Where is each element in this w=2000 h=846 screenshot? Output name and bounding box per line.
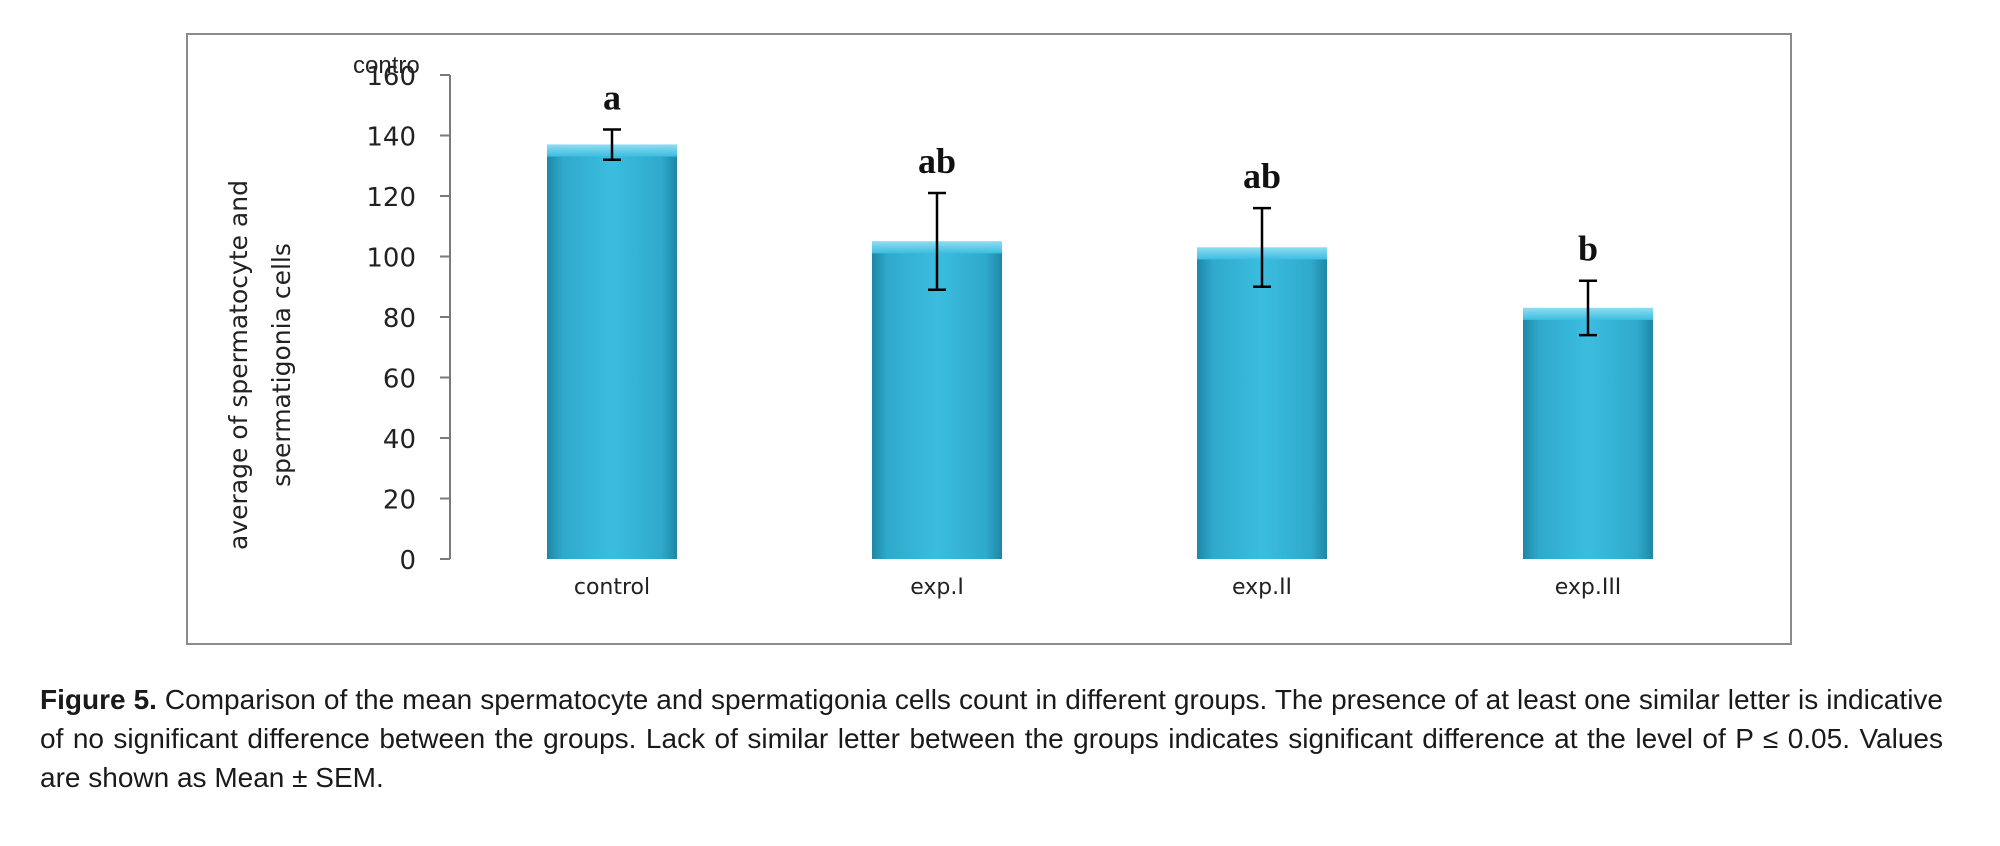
y-tick-label: 60 <box>383 365 416 395</box>
error-bars <box>603 128 1597 337</box>
figure-caption: Figure 5. Comparison of the mean spermat… <box>40 680 1943 797</box>
y-tick-label: 120 <box>366 183 416 213</box>
y-tick-label: 160 <box>366 62 416 92</box>
significance-letter: b <box>1578 229 1598 269</box>
bar-exp-i <box>872 241 1002 559</box>
y-tick-label: 40 <box>383 425 416 455</box>
caption-text: Comparison of the mean spermatocyte and … <box>40 684 1943 793</box>
bar-exp-iii <box>1523 307 1653 559</box>
y-axis: 0 20 40 60 80 100 120 140 160 <box>366 62 451 576</box>
stray-label: contro <box>353 52 420 79</box>
bars <box>547 144 1653 560</box>
y-axis-title-line: average of spermatocyte and <box>224 180 253 550</box>
significance-letter: ab <box>918 141 956 181</box>
y-tick-label: 100 <box>366 244 416 274</box>
bar-chart: 0 20 40 60 80 100 120 140 160 a ab ab b control exp.… <box>224 52 1653 600</box>
bar-exp-ii <box>1197 247 1327 560</box>
caption-label: Figure 5. <box>40 684 157 715</box>
y-axis-title-line: spermatigonia cells <box>267 243 296 487</box>
x-tick-labels: control exp.I exp.II exp.III <box>574 575 1621 600</box>
x-tick-label: exp.I <box>910 575 964 600</box>
x-tick-label: control <box>574 575 650 600</box>
significance-letter: a <box>603 77 621 117</box>
y-tick-label: 0 <box>399 546 416 576</box>
significance-letter: ab <box>1243 156 1281 196</box>
x-tick-label: exp.III <box>1555 575 1622 600</box>
y-axis-title: average of spermatocyte and spermatigonia… <box>224 180 296 550</box>
y-tick-label: 80 <box>383 304 416 334</box>
bar-control <box>547 144 677 559</box>
y-tick-label: 140 <box>366 123 416 153</box>
x-tick-label: exp.II <box>1232 575 1292 600</box>
y-tick-label: 20 <box>383 486 416 516</box>
significance-letters: a ab ab b <box>603 77 1598 268</box>
